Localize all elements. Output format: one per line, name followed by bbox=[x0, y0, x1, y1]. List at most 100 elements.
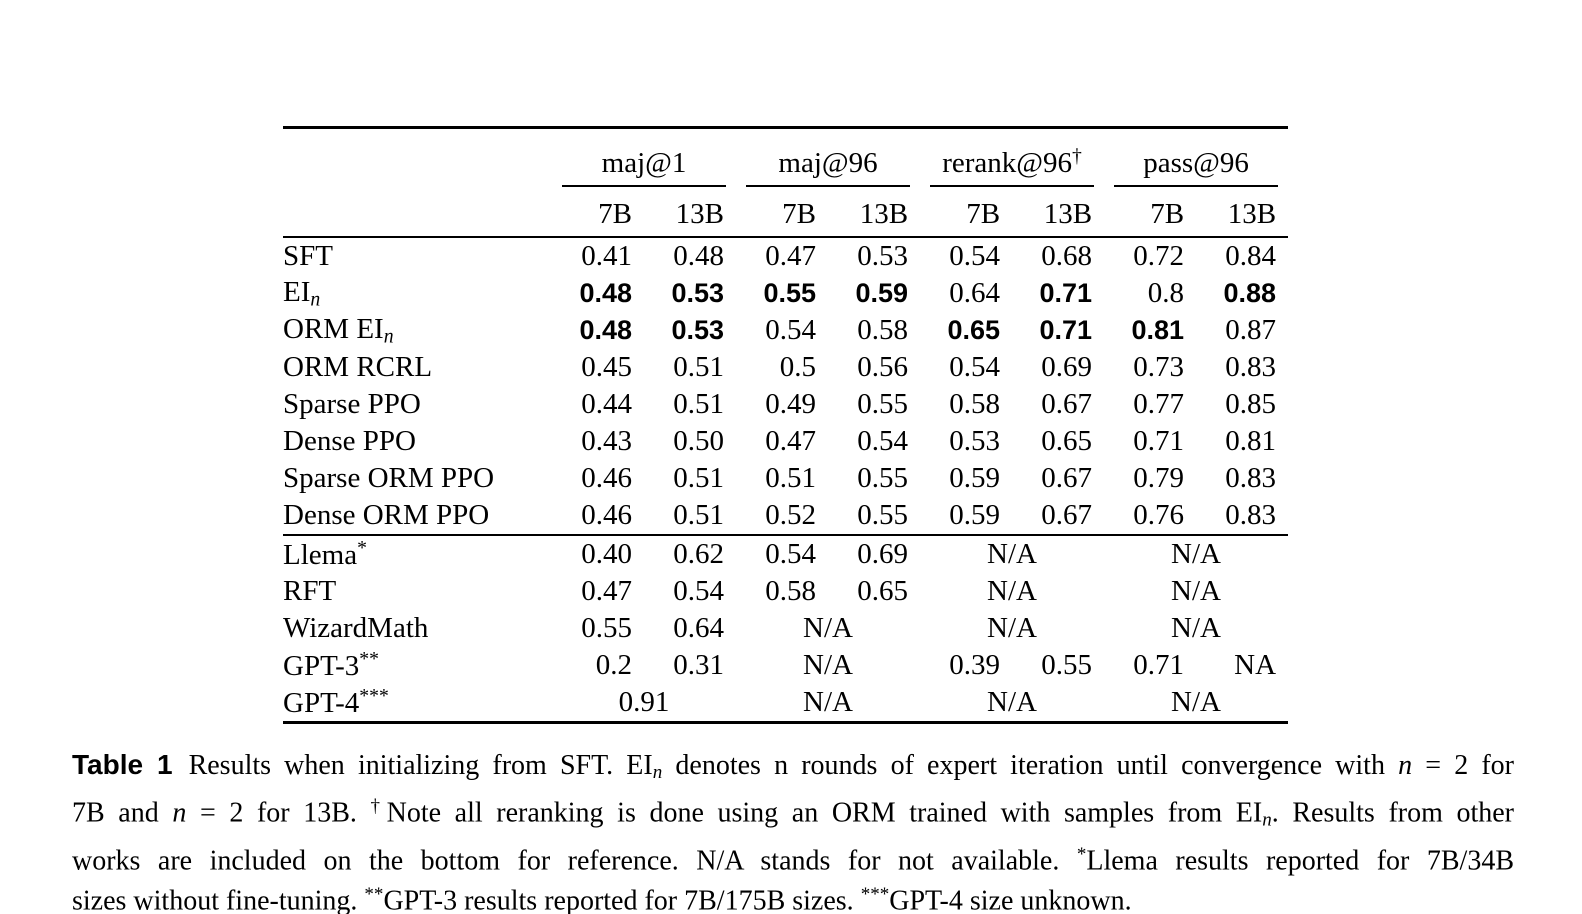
row-label-footnote-marker: ** bbox=[359, 648, 379, 671]
section-reference-results: Llema* 0.40 0.62 0.54 0.69 N/A N/A RFT 0.47 0.54 0… bbox=[283, 534, 1289, 723]
results-table: maj@1 maj@96 rerank@96† pass@96 7B 13B 7B 13B 7B… bbox=[283, 126, 1289, 724]
value-cell: 0.47 bbox=[765, 425, 817, 457]
caption-text: . Results from other bbox=[1271, 797, 1515, 829]
size-header: 13B bbox=[828, 187, 921, 238]
row-label-subscript: n bbox=[310, 288, 321, 311]
value-cell: 0.45 bbox=[581, 351, 632, 383]
size-header-blank-cell bbox=[283, 187, 552, 238]
table-row-sft: SFT 0.41 0.48 0.47 0.53 0.54 0.68 0.72 0.84 bbox=[283, 237, 1288, 275]
value-cell: 0.31 bbox=[673, 649, 725, 681]
value-cell: 0.73 bbox=[1133, 351, 1185, 383]
value-cell: 0.55 bbox=[857, 388, 909, 420]
section-main-results: SFT 0.41 0.48 0.47 0.53 0.54 0.68 0.72 0.84 EIn 0.… bbox=[283, 237, 1288, 535]
size-header-row: 7B 13B 7B 13B 7B 13B 7B 13B bbox=[283, 187, 1289, 238]
value-cell: 0.39 bbox=[949, 649, 1001, 681]
caption-text: Note all reranking is done using an ORM … bbox=[386, 797, 1263, 829]
value-cell: 0.81 bbox=[1225, 425, 1277, 457]
row-label: WizardMath bbox=[283, 610, 552, 647]
value-cell: 0.55 bbox=[857, 499, 909, 531]
value-cell: 0.48 bbox=[579, 315, 632, 345]
row-label: Llema* bbox=[283, 534, 552, 573]
footnote-marker: *** bbox=[860, 884, 890, 906]
footnote-marker: ** bbox=[364, 884, 384, 906]
caption-line: works are included on the bottom for ref… bbox=[72, 838, 1514, 879]
size-header: 7B bbox=[736, 187, 829, 238]
size-header: 7B bbox=[920, 187, 1013, 238]
value-cell: 0.53 bbox=[857, 240, 909, 272]
value-cell: 0.67 bbox=[1041, 388, 1093, 420]
value-cell: 0.87 bbox=[1225, 314, 1277, 346]
column-group-rerank-96: rerank@96† bbox=[920, 128, 1104, 187]
value-cell: 0.83 bbox=[1225, 351, 1277, 383]
row-label-text: SFT bbox=[283, 240, 333, 272]
value-cell: 0.77 bbox=[1133, 388, 1185, 420]
results-table-container: maj@1 maj@96 rerank@96† pass@96 7B 13B 7B 13B 7B… bbox=[283, 126, 1289, 724]
table-row-orm-ei: ORM EIn 0.48 0.53 0.54 0.58 0.65 0.71 0.81 0.87 bbox=[283, 312, 1288, 349]
row-label-subscript: n bbox=[383, 325, 394, 348]
table-row-gpt-4: GPT-4*** 0.91 N/A N/A N/A bbox=[283, 684, 1288, 723]
row-label-text: Sparse PPO bbox=[283, 388, 421, 420]
value-cell: 0.83 bbox=[1225, 462, 1277, 494]
table-row-dense-ppo: Dense PPO 0.43 0.50 0.47 0.54 0.53 0.65 0.71 0.8… bbox=[283, 423, 1288, 460]
value-cell: 0.48 bbox=[579, 278, 632, 308]
column-group-label: maj@96 bbox=[778, 147, 878, 179]
caption-text: Results when initializing from SFT. EI bbox=[188, 750, 653, 781]
row-label: Sparse PPO bbox=[283, 386, 552, 423]
size-header: 13B bbox=[1196, 187, 1289, 238]
value-cell: 0.64 bbox=[673, 612, 725, 644]
caption-text: 7B and bbox=[72, 797, 173, 829]
value-cell: 0.72 bbox=[1133, 240, 1185, 272]
row-label-footnote-marker: * bbox=[357, 537, 367, 560]
size-header: 13B bbox=[1012, 187, 1105, 238]
value-cell: 0.55 bbox=[857, 462, 909, 494]
value-cell: 0.55 bbox=[581, 612, 632, 644]
row-label-text: Llema bbox=[283, 538, 358, 571]
value-cell: 0.50 bbox=[673, 425, 725, 457]
value-cell: 0.2 bbox=[595, 649, 632, 681]
row-label-text: ORM RCRL bbox=[283, 351, 433, 383]
row-label-text: EI bbox=[283, 275, 311, 308]
row-label: Dense PPO bbox=[283, 423, 552, 460]
size-header: 13B bbox=[644, 187, 737, 238]
value-cell: NA bbox=[1234, 649, 1277, 681]
value-cell: 0.8 bbox=[1147, 277, 1185, 309]
value-cell: 0.54 bbox=[736, 534, 829, 573]
caption-text: GPT-3 results reported for 7B/175B sizes… bbox=[383, 885, 861, 914]
row-label: GPT-4*** bbox=[283, 684, 552, 723]
value-cell: N/A bbox=[1171, 612, 1221, 644]
size-header: 7B bbox=[552, 187, 644, 238]
row-label: Sparse ORM PPO bbox=[283, 460, 552, 497]
value-cell: 0.55 bbox=[763, 278, 817, 308]
value-cell: 0.46 bbox=[581, 499, 632, 531]
value-cell: 0.51 bbox=[673, 388, 725, 420]
value-cell: 0.62 bbox=[644, 534, 737, 573]
caption-text: n bbox=[1398, 750, 1413, 781]
value-cell: 0.58 bbox=[765, 575, 817, 607]
column-group-label: maj@1 bbox=[601, 147, 687, 179]
value-cell: N/A bbox=[1171, 575, 1221, 607]
value-cell: 0.51 bbox=[673, 462, 725, 494]
row-label-text: GPT-3 bbox=[283, 649, 360, 682]
row-label: SFT bbox=[283, 237, 552, 275]
value-cell: 0.51 bbox=[673, 351, 725, 383]
value-cell: N/A bbox=[803, 686, 853, 718]
value-cell: 0.54 bbox=[765, 314, 817, 346]
row-label: EIn bbox=[283, 275, 552, 312]
column-group-pass-96: pass@96 bbox=[1104, 128, 1288, 187]
table-row-sparse-orm-ppo: Sparse ORM PPO 0.46 0.51 0.51 0.55 0.59 0.67 0.… bbox=[283, 460, 1288, 497]
table-caption-label: Table 1 bbox=[72, 749, 173, 780]
value-cell: N/A bbox=[987, 686, 1037, 718]
caption-text: works are included on the bottom for ref… bbox=[72, 845, 1077, 877]
value-cell: 0.53 bbox=[671, 278, 725, 308]
value-cell: 0.41 bbox=[581, 240, 632, 272]
value-cell: 0.59 bbox=[949, 499, 1001, 531]
value-cell: 0.65 bbox=[1041, 425, 1093, 457]
value-cell: 0.81 bbox=[1131, 315, 1185, 345]
table-row-rft: RFT 0.47 0.54 0.58 0.65 N/A N/A bbox=[283, 573, 1288, 610]
value-cell: 0.71 bbox=[1133, 649, 1185, 681]
value-cell: 0.71 bbox=[1133, 425, 1185, 457]
value-cell: N/A bbox=[987, 575, 1037, 607]
row-label: ORM EIn bbox=[283, 312, 552, 349]
value-cell: 0.76 bbox=[1133, 499, 1185, 531]
value-cell: 0.59 bbox=[855, 278, 909, 308]
